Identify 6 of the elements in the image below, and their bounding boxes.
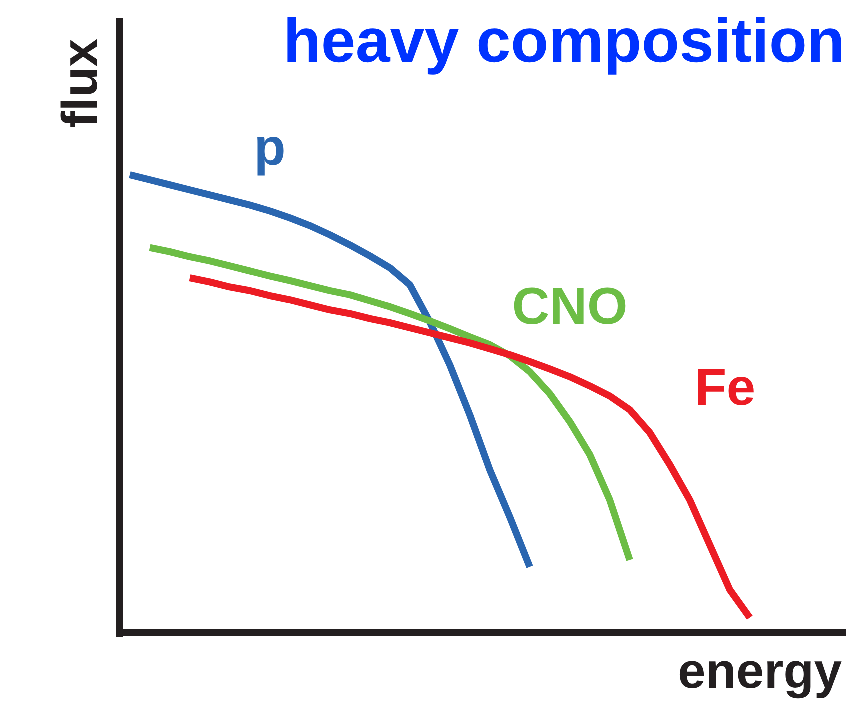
series-label: Fe	[695, 359, 756, 418]
series-label: CNO	[512, 278, 628, 336]
y-axis-title: flux	[52, 38, 108, 128]
chart-title: heavy composition	[283, 7, 845, 76]
series-label: p	[254, 119, 286, 178]
x-axis-title: energy	[678, 643, 842, 699]
